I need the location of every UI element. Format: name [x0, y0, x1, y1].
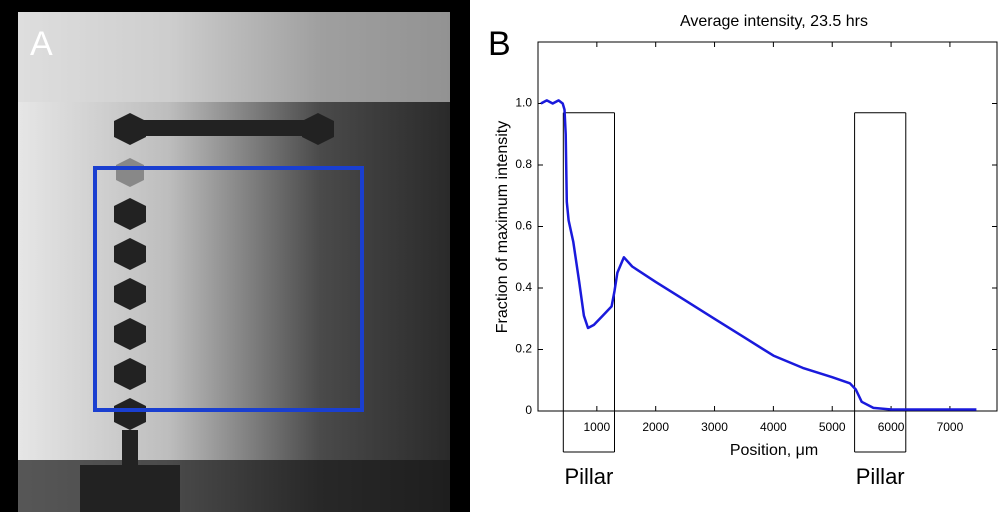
x-tick-label: 2000: [642, 420, 669, 434]
panel-label: A: [30, 25, 53, 63]
panel-label: B: [488, 25, 511, 63]
chart-title: Average intensity, 23.5 hrs: [680, 13, 868, 30]
y-tick-label: 0.2: [515, 342, 532, 356]
data-line: [540, 99, 977, 411]
y-tick-label: 1.0: [515, 96, 532, 110]
x-tick-label: 6000: [878, 420, 905, 434]
y-tick-label: 0.4: [515, 280, 532, 294]
y-tick-label: 0: [525, 403, 532, 417]
y-axis-label: Fraction of maximum intensity: [494, 121, 511, 334]
x-tick-label: 4000: [760, 420, 787, 434]
annotation: Pillar: [564, 464, 613, 489]
x-axis-label: Position, μm: [730, 442, 818, 459]
x-tick-label: 7000: [937, 420, 964, 434]
x-tick-label: 3000: [701, 420, 728, 434]
y-tick-label: 0.6: [515, 219, 532, 233]
x-tick-label: 5000: [819, 420, 846, 434]
annotation: Pillar: [856, 464, 905, 489]
y-tick-label: 0.8: [515, 157, 532, 171]
micrograph: [0, 0, 470, 512]
x-tick-label: 1000: [583, 420, 610, 434]
plot-frame: [537, 41, 998, 412]
